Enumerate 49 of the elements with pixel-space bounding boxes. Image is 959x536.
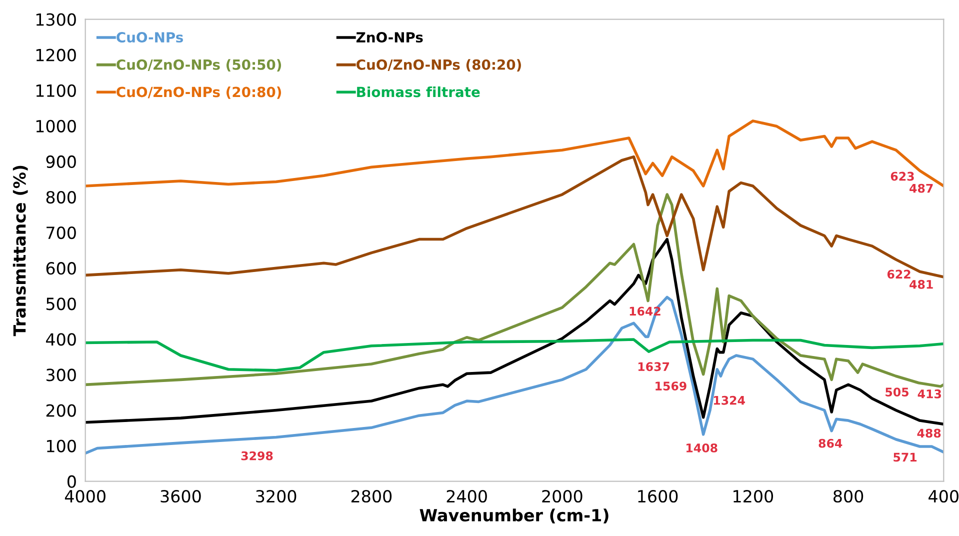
y-axis-title: Transmittance (%) [12,166,28,336]
y-tick-label: 800 [46,190,76,204]
annotation: 505 [886,388,908,397]
legend-label: CuO/ZnO-NPs (80:20) [356,59,521,72]
annotation: 481 [910,280,933,289]
line-series [85,155,944,278]
x-tick-label: 2800 [351,490,392,503]
x-tick-label: 2400 [446,490,487,503]
legend-label: ZnO-NPs [356,32,423,43]
annotation: 487 [910,184,933,193]
y-tick-label: 700 [46,226,76,240]
annotation: 413 [918,389,941,398]
y-tick-label: 400 [46,333,76,346]
annotation: 1569 [656,382,686,390]
x-tick-label: 1600 [638,490,678,503]
legend-label: CuO-NPs [116,32,183,43]
x-axis-title: Wavenumber (cm-1) [420,508,608,524]
x-tick-label: 4000 [64,490,106,503]
x-tick-label: 400 [928,490,958,503]
y-tick-label: 500 [46,298,76,310]
line-series [85,238,944,426]
annotation: 1637 [638,362,670,372]
annotation: 1408 [686,443,718,452]
legend-label: CuO/ZnO-NPs (50:50) [116,59,282,72]
y-tick-label: 300 [46,368,76,382]
y-tick-label: 1200 [36,48,76,62]
y-tick-label: 600 [46,262,76,275]
y-tick-label: 1000 [36,120,76,132]
annotation: 623 [890,172,914,181]
annotation: 864 [818,438,842,448]
y-tick-label: 1100 [36,84,76,97]
y-tick-label: 900 [46,155,76,168]
annotation: 488 [917,428,941,438]
annotation: 1324 [714,396,745,405]
annotation: 622 [887,270,910,279]
y-tick-label: 1300 [36,13,76,26]
legend-label: Biomass filtrate [357,86,480,98]
y-tick-label: 200 [46,404,76,417]
x-tick-label: 3200 [256,490,296,503]
x-tick-label: 2000 [542,490,582,503]
line-series [85,338,944,372]
x-tick-label: 3600 [160,490,201,503]
y-tick-label: 100 [47,440,76,452]
x-tick-label: 800 [834,490,864,503]
annotation: 3298 [241,451,273,460]
annotation: 571 [894,452,917,462]
y-tick-label: 0 [68,475,76,488]
x-tick-label: 1200 [734,490,774,503]
legend-label: CuO/ZnO-NPs (20:80) [116,86,282,99]
